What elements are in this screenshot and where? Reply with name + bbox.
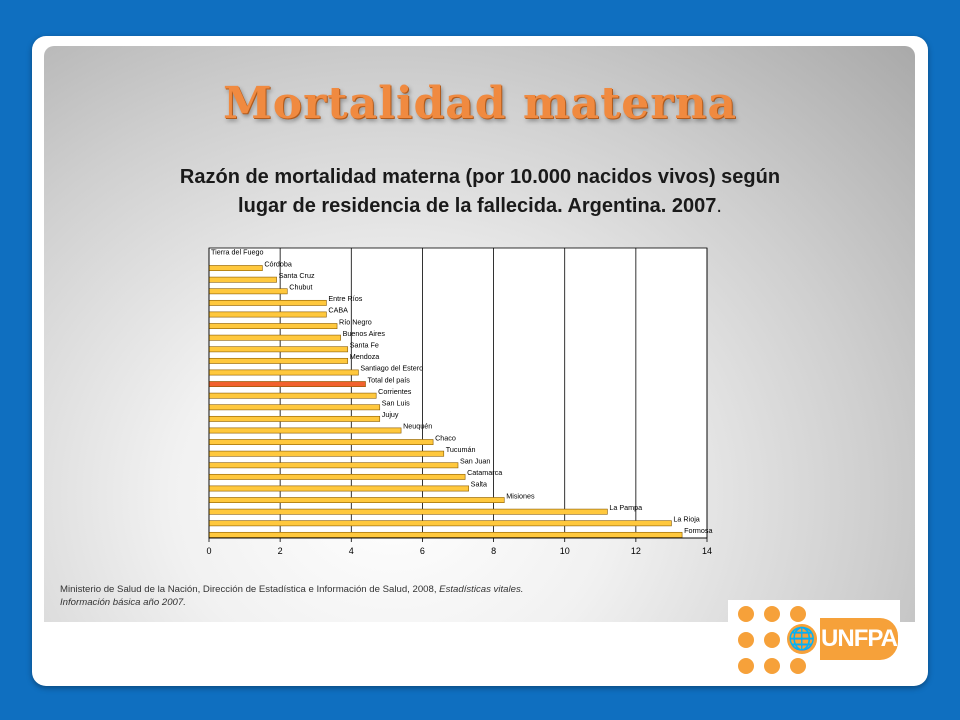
logo-dot xyxy=(764,658,780,674)
bar-label: Entre Ríos xyxy=(328,294,362,303)
bar xyxy=(208,381,366,387)
x-tick-label: 4 xyxy=(349,546,354,556)
slide-title: Mortalidad materna xyxy=(223,78,737,129)
bar xyxy=(208,520,672,527)
bar xyxy=(208,531,683,538)
logo-dot xyxy=(738,632,754,648)
bar xyxy=(208,392,377,399)
bar xyxy=(208,311,327,318)
bar xyxy=(208,462,459,469)
bar xyxy=(208,473,466,480)
bar-label: Buenos Aires xyxy=(343,329,386,338)
bar xyxy=(208,508,608,515)
chart-subtitle-end: . xyxy=(716,195,722,217)
bar-label: Corrientes xyxy=(378,387,412,396)
chart-subtitle-line2: lugar de residencia de la fallecida. Arg… xyxy=(80,192,880,221)
unfpa-logo: 🌐 UNFPA xyxy=(728,600,900,680)
bar-label: Tierra del Fuego xyxy=(211,248,263,257)
bar xyxy=(208,276,277,283)
bar-label: Total del país xyxy=(368,375,411,384)
bar-label: CABA xyxy=(328,306,348,315)
bar-label: Río Negro xyxy=(339,317,372,326)
bar-label: Córdoba xyxy=(264,259,292,268)
bar-label: Neuquén xyxy=(403,422,432,431)
x-tick-label: 0 xyxy=(206,546,211,556)
logo-dot xyxy=(738,606,754,622)
bar-label: Formosa xyxy=(684,526,712,535)
logo-dot xyxy=(764,606,780,622)
bar xyxy=(208,497,505,504)
bar-label: Santiago del Estero xyxy=(360,364,423,373)
chart-subtitle: Razón de mortalidad materna (por 10.000 … xyxy=(80,163,880,221)
bar xyxy=(208,485,469,492)
x-tick-label: 8 xyxy=(491,546,496,556)
x-tick-label: 2 xyxy=(278,546,283,556)
x-tick-label: 6 xyxy=(420,546,425,556)
logo-dot xyxy=(790,606,806,622)
bar xyxy=(208,288,288,295)
chart-subtitle-line1: Razón de mortalidad materna (por 10.000 … xyxy=(179,166,781,188)
bar-label: La Rioja xyxy=(673,515,699,524)
source-note: Ministerio de Salud de la Nación, Direcc… xyxy=(60,583,560,609)
bar xyxy=(208,404,381,411)
bar xyxy=(208,265,263,271)
x-tick-label: 12 xyxy=(631,546,641,556)
bar-label: La Pampa xyxy=(609,503,642,512)
bar xyxy=(208,450,445,457)
bar-label: Salta xyxy=(471,480,487,489)
bar-label: Catamarca xyxy=(467,468,502,477)
bar xyxy=(208,415,381,422)
bar xyxy=(208,369,359,376)
logo-wordmark: UNFPA xyxy=(820,618,898,660)
bar-label: Chubut xyxy=(289,283,312,292)
bar-label: San Luis xyxy=(382,399,410,408)
bar xyxy=(208,346,349,353)
bar xyxy=(208,299,327,306)
bar xyxy=(208,323,338,330)
x-tick-label: 14 xyxy=(702,546,712,556)
bar-label: Santa Fe xyxy=(350,341,379,350)
bar xyxy=(208,357,349,364)
chart-subtitle-line2-text: lugar de residencia de la fallecida. Arg… xyxy=(238,195,717,217)
logo-dot xyxy=(738,658,754,674)
x-tick-label: 10 xyxy=(560,546,570,556)
bar xyxy=(208,334,341,341)
bar xyxy=(208,439,434,445)
bar-label: Tucumán xyxy=(446,445,476,454)
source-text: Ministerio de Salud de la Nación, Direcc… xyxy=(60,584,440,595)
bar-label: Chaco xyxy=(435,433,456,442)
bar-label: Misiones xyxy=(506,491,535,500)
bar-label: Santa Cruz xyxy=(279,271,315,280)
logo-dot xyxy=(790,658,806,674)
un-emblem-icon: 🌐 xyxy=(787,624,817,654)
bar xyxy=(208,427,402,434)
bar-label: Mendoza xyxy=(350,352,380,361)
bar-label: San Juan xyxy=(460,457,490,466)
logo-dot xyxy=(764,632,780,648)
source-italic: Estadísticas vitales. Información básica… xyxy=(60,584,524,608)
bar-label: Jujuy xyxy=(382,410,399,419)
